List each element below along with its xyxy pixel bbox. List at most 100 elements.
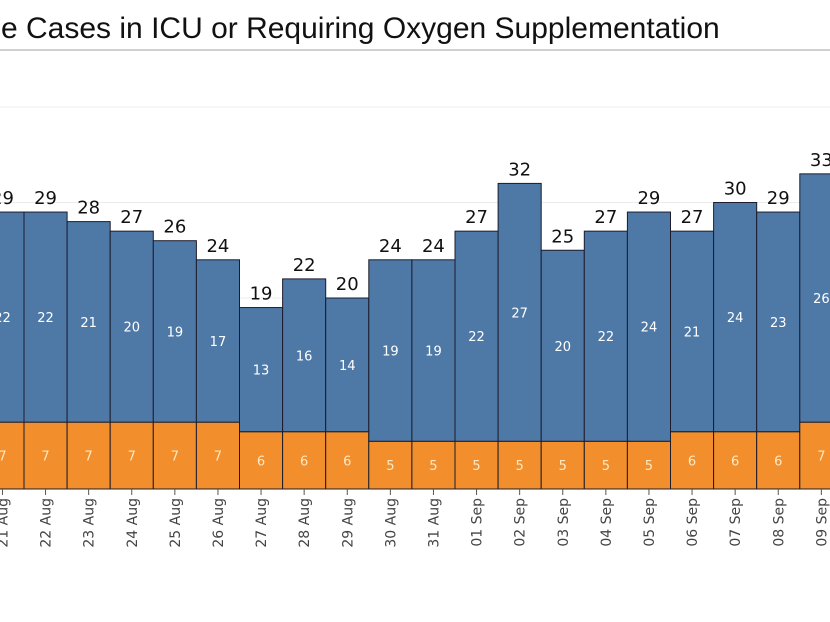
total-label: 19	[250, 284, 273, 305]
bar-segment	[497, 182, 542, 442]
x-tick-label: 04 Sep	[599, 498, 615, 547]
segment-label: 5	[645, 459, 653, 474]
total-label: 20	[336, 274, 359, 295]
title-divider	[0, 49, 830, 51]
segment-label: 22	[0, 311, 11, 326]
total-label: 27	[681, 207, 704, 228]
total-label: 26	[163, 217, 186, 238]
x-tick-label: 03 Sep	[556, 498, 572, 547]
bar-segment	[713, 202, 758, 433]
total-label: 29	[0, 188, 14, 209]
segment-label: 5	[602, 459, 610, 474]
x-tick-label: 24 Aug	[125, 498, 141, 548]
x-tick-label: 22 Aug	[39, 498, 55, 548]
x-tick-label: 23 Aug	[82, 498, 98, 548]
segment-label: 24	[727, 311, 744, 326]
x-tick-label: 30 Aug	[383, 498, 399, 548]
bar-segment	[626, 211, 672, 442]
total-label: 29	[637, 188, 660, 209]
total-label: 25	[551, 226, 574, 247]
total-label: 29	[767, 188, 790, 209]
segment-label: 7	[128, 450, 136, 465]
total-label: 28	[77, 198, 100, 219]
x-tick-label: 01 Sep	[470, 498, 486, 547]
segment-label: 21	[684, 325, 701, 340]
x-tick-label: 26 Aug	[211, 498, 227, 548]
total-label: 30	[724, 179, 747, 200]
bar-segment	[325, 431, 370, 490]
segment-label: 6	[343, 454, 351, 469]
total-label: 27	[594, 207, 617, 228]
segment-label: 6	[257, 454, 265, 469]
x-tick-label: 21 Aug	[0, 498, 11, 548]
x-tick-label: 09 Sep	[814, 498, 830, 547]
x-tick-label: 05 Sep	[642, 498, 658, 547]
segment-label: 17	[210, 335, 227, 350]
segment-label: 7	[171, 450, 179, 465]
x-tick-label: 07 Sep	[728, 498, 744, 547]
total-label: 27	[120, 207, 143, 228]
segment-label: 5	[472, 459, 480, 474]
total-label: 27	[465, 207, 488, 228]
bar-segment	[540, 249, 585, 442]
bar-segment	[239, 307, 284, 433]
x-tick-label: 25 Aug	[168, 498, 184, 548]
total-label: 24	[206, 236, 229, 257]
x-tick-label: 08 Sep	[771, 498, 787, 547]
bar-segment	[23, 211, 68, 423]
segment-label: 21	[80, 316, 97, 331]
segment-label: 20	[123, 321, 140, 336]
segment-label: 5	[516, 459, 524, 474]
segment-label: 7	[41, 450, 49, 465]
segment-label: 7	[817, 450, 825, 465]
bar-segment	[325, 297, 370, 433]
total-label: 24	[379, 236, 402, 257]
segment-label: 22	[598, 330, 615, 345]
bar-segment	[799, 173, 830, 423]
bar-segment	[454, 440, 499, 490]
segment-label: 27	[511, 306, 528, 321]
x-tick-label: 02 Sep	[513, 498, 529, 547]
x-tick-label: 27 Aug	[254, 498, 270, 548]
segment-label: 23	[770, 316, 787, 331]
segment-label: 6	[300, 454, 308, 469]
segment-label: 5	[559, 459, 567, 474]
segment-label: 6	[774, 454, 782, 469]
bar-segment	[670, 431, 715, 490]
segment-label: 13	[253, 364, 270, 379]
segment-label: 7	[214, 450, 222, 465]
segment-label: 7	[85, 450, 93, 465]
total-label: 32	[508, 159, 531, 180]
x-tick-label: 31 Aug	[426, 498, 442, 548]
segment-label: 16	[296, 349, 313, 364]
bar-segment	[282, 431, 327, 490]
total-label: 24	[422, 236, 445, 257]
bar-segment	[799, 421, 830, 490]
segment-label: 19	[382, 345, 399, 360]
segment-label: 14	[339, 359, 356, 374]
bar-segment	[66, 421, 111, 490]
segment-label: 26	[813, 292, 830, 307]
segment-label: 19	[167, 325, 184, 340]
segment-label: 5	[429, 459, 437, 474]
bar-segment	[411, 259, 456, 442]
chart-title: e Cases in ICU or Requiring Oxygen Suppl…	[1, 12, 720, 45]
total-label: 22	[293, 255, 316, 276]
segment-label: 19	[425, 345, 442, 360]
segment-label: 6	[688, 454, 696, 469]
bar-segment	[670, 230, 715, 433]
bar-segment	[66, 221, 111, 423]
segment-label: 22	[468, 330, 485, 345]
x-tick-label: 29 Aug	[340, 498, 356, 548]
bar-segment	[282, 278, 327, 433]
x-tick-label: 06 Sep	[685, 498, 701, 547]
segment-label: 20	[554, 340, 571, 355]
bar-segment	[368, 259, 413, 442]
total-label: 29	[34, 188, 57, 209]
segment-label: 5	[386, 459, 394, 474]
x-tick-label: 28 Aug	[297, 498, 313, 548]
bar-segment	[454, 230, 499, 442]
segment-label: 6	[731, 454, 739, 469]
total-label: 33	[810, 150, 830, 171]
